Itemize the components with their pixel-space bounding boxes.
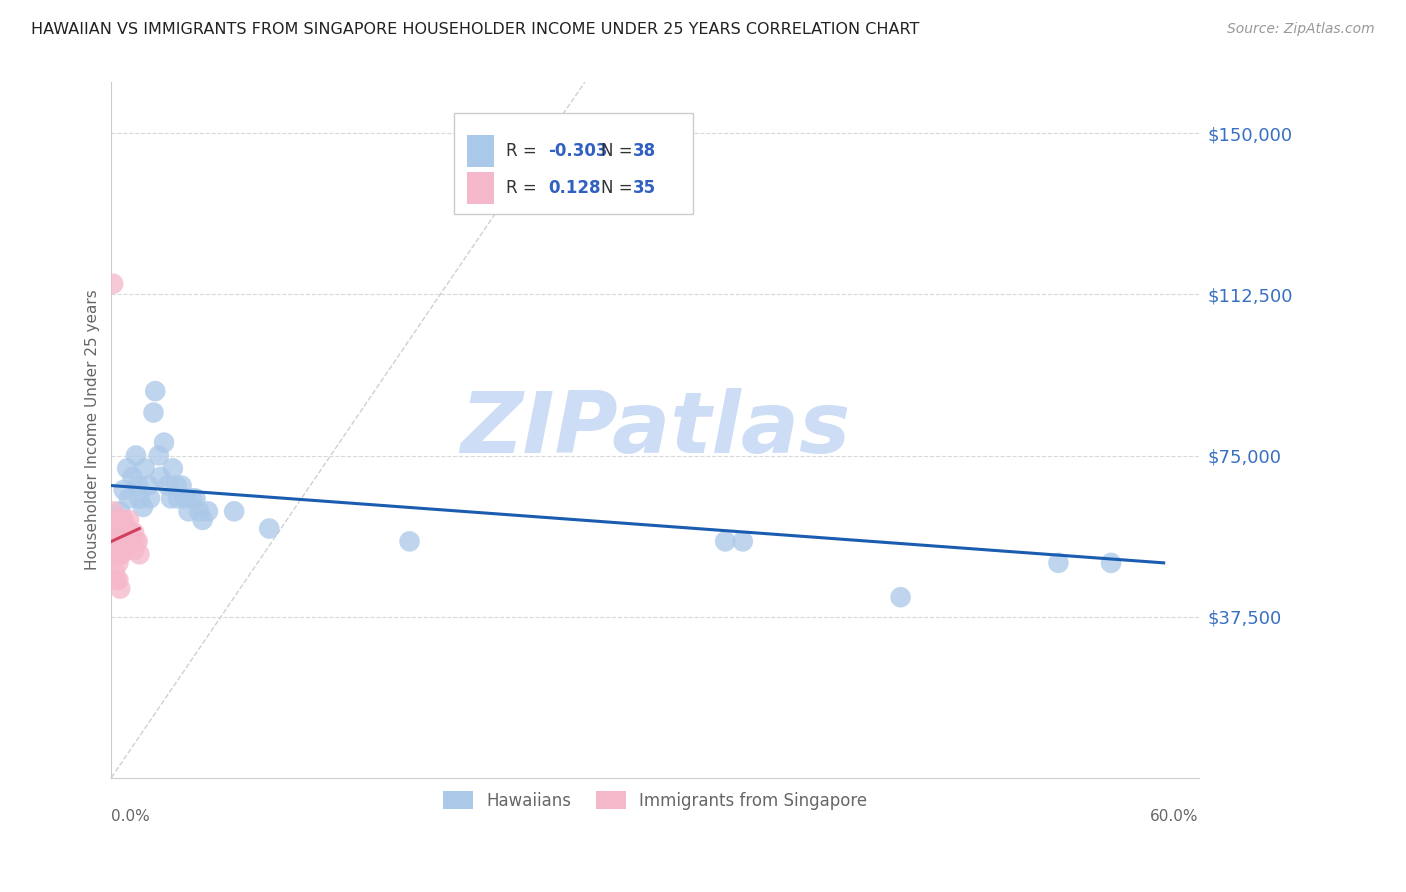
Point: [132, 500, 155, 514]
Point: [125, 534, 148, 549]
Point: [177, 504, 200, 518]
Point: [108, 547, 131, 561]
Text: HAWAIIAN VS IMMIGRANTS FROM SINGAPORE HOUSEHOLDER INCOME UNDER 25 YEARS CORRELAT: HAWAIIAN VS IMMIGRANTS FROM SINGAPORE HO…: [31, 22, 920, 37]
Point: [115, 539, 138, 553]
Point: [259, 521, 281, 535]
Text: 38: 38: [633, 143, 657, 161]
Point: [104, 547, 127, 561]
Point: [714, 534, 737, 549]
Point: [149, 470, 172, 484]
Point: [1047, 556, 1070, 570]
Point: [153, 435, 176, 450]
Point: [105, 525, 128, 540]
Point: [105, 513, 128, 527]
Text: Source: ZipAtlas.com: Source: ZipAtlas.com: [1227, 22, 1375, 37]
Point: [104, 525, 127, 540]
Point: [136, 478, 159, 492]
Text: ZIPatlas: ZIPatlas: [460, 388, 851, 471]
Point: [134, 461, 156, 475]
Point: [127, 534, 149, 549]
Point: [101, 504, 124, 518]
Point: [115, 461, 138, 475]
Point: [114, 543, 136, 558]
Point: [167, 491, 190, 506]
Text: N =: N =: [600, 143, 637, 161]
Y-axis label: Householder Income Under 25 years: Householder Income Under 25 years: [86, 289, 100, 570]
Bar: [467, 172, 494, 203]
Point: [156, 478, 179, 492]
Point: [174, 491, 197, 506]
Point: [114, 525, 136, 540]
Text: 0.128: 0.128: [548, 179, 600, 197]
Point: [120, 525, 142, 540]
Point: [112, 534, 135, 549]
Point: [107, 573, 129, 587]
Point: [115, 521, 138, 535]
Point: [108, 521, 131, 535]
Point: [188, 504, 211, 518]
Point: [121, 534, 143, 549]
Text: 60.0%: 60.0%: [1150, 809, 1199, 824]
Point: [107, 556, 129, 570]
Point: [122, 543, 145, 558]
Point: [162, 461, 184, 475]
Point: [122, 525, 145, 540]
Point: [105, 547, 128, 561]
Point: [139, 491, 162, 506]
Point: [121, 470, 143, 484]
Point: [111, 513, 134, 527]
Bar: [467, 136, 494, 167]
Text: R =: R =: [506, 179, 543, 197]
Point: [160, 491, 183, 506]
Text: -0.303: -0.303: [548, 143, 607, 161]
Point: [112, 483, 135, 497]
Text: R =: R =: [506, 143, 543, 161]
Point: [118, 513, 141, 527]
Point: [398, 534, 420, 549]
Point: [118, 534, 141, 549]
Point: [1099, 556, 1122, 570]
Point: [165, 478, 187, 492]
Point: [184, 491, 207, 506]
Point: [118, 491, 141, 506]
Point: [148, 449, 170, 463]
Point: [128, 547, 150, 561]
Point: [104, 539, 127, 553]
Point: [111, 547, 134, 561]
Bar: [454, 113, 693, 214]
Point: [890, 591, 912, 605]
Point: [191, 513, 214, 527]
Point: [101, 277, 124, 291]
Point: [731, 534, 754, 549]
Point: [112, 513, 135, 527]
Point: [170, 478, 193, 492]
Point: [111, 525, 134, 540]
Text: N =: N =: [600, 179, 637, 197]
Text: 0.0%: 0.0%: [111, 809, 150, 824]
Point: [197, 504, 219, 518]
Point: [181, 491, 204, 506]
Point: [107, 534, 129, 549]
Point: [224, 504, 246, 518]
Point: [143, 384, 166, 398]
Legend: Hawaiians, Immigrants from Singapore: Hawaiians, Immigrants from Singapore: [434, 783, 876, 818]
Point: [105, 573, 128, 587]
Point: [108, 582, 131, 596]
Point: [101, 521, 124, 535]
Text: 35: 35: [633, 179, 657, 197]
Point: [104, 565, 127, 579]
Point: [142, 406, 165, 420]
Point: [125, 449, 148, 463]
Point: [128, 491, 150, 506]
Point: [127, 478, 149, 492]
Point: [108, 504, 131, 518]
